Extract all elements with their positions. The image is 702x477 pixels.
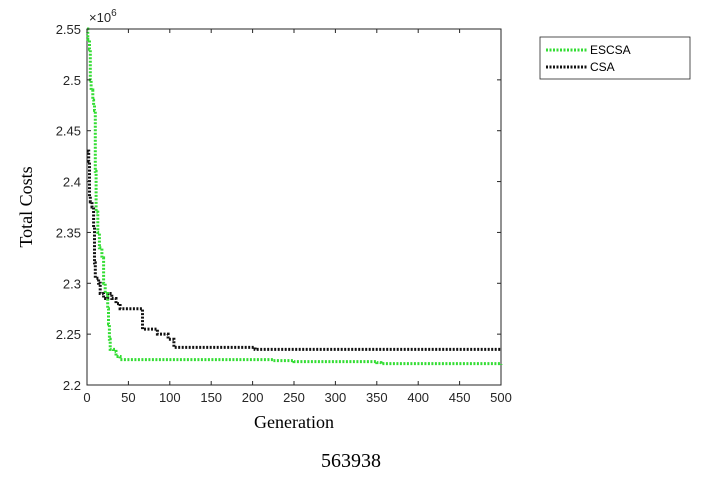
y-multiplier: ×106 <box>89 8 117 25</box>
x-tick-label: 450 <box>449 390 471 405</box>
series-line-escsa <box>86 27 503 366</box>
x-tick-label: 200 <box>242 390 264 405</box>
x-tick-label: 100 <box>159 390 181 405</box>
x-tick-label: 400 <box>407 390 429 405</box>
y-tick-label: 2.2 <box>63 378 81 393</box>
y-tick-label: 2.3 <box>63 276 81 291</box>
x-tick-label: 0 <box>83 390 90 405</box>
x-tick-label: 300 <box>325 390 347 405</box>
series-lines <box>86 27 503 366</box>
caption: 563938 <box>321 450 381 472</box>
legend: ESCSA CSA <box>539 36 691 80</box>
plot-area <box>86 28 502 386</box>
legend-label-escsa: ESCSA <box>590 43 631 57</box>
y-tick-label: 2.45 <box>56 124 81 139</box>
x-axis-label: Generation <box>254 412 334 432</box>
y-tick-label: 2.55 <box>56 22 81 37</box>
x-tick-label: 150 <box>200 390 222 405</box>
x-tick-label: 250 <box>283 390 305 405</box>
y-tick-label: 2.25 <box>56 327 81 342</box>
series-line-csa <box>87 149 501 351</box>
x-axis-ticks: 0 50 100 150 200 250 300 350 400 450 500 <box>83 29 512 405</box>
legend-label-csa: CSA <box>590 60 615 74</box>
y-tick-label: 2.5 <box>63 73 81 88</box>
y-axis-ticks: 2.2 2.25 2.3 2.35 2.4 2.45 2.5 2.55 <box>56 22 501 393</box>
x-tick-label: 500 <box>490 390 512 405</box>
y-tick-label: 2.35 <box>56 225 81 240</box>
x-tick-label: 50 <box>121 390 135 405</box>
legend-box <box>539 36 691 80</box>
y-tick-label: 2.4 <box>63 175 81 190</box>
y-axis-label: Total Costs <box>16 166 36 247</box>
x-tick-label: 350 <box>366 390 388 405</box>
